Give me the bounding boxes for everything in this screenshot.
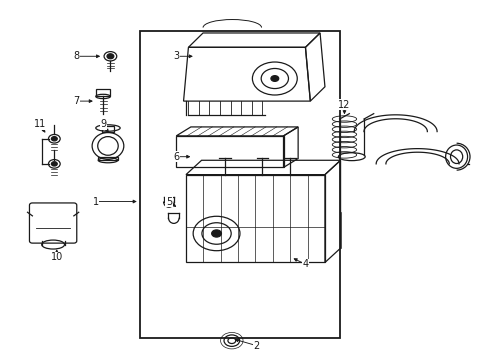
Text: 1: 1 (93, 197, 99, 207)
Text: 4: 4 (302, 259, 308, 269)
Text: 6: 6 (173, 152, 179, 162)
Circle shape (270, 76, 278, 81)
Text: 8: 8 (73, 51, 79, 61)
Text: 9: 9 (100, 120, 106, 129)
Text: 10: 10 (51, 252, 63, 262)
Text: 5: 5 (165, 197, 172, 207)
Text: 7: 7 (73, 96, 79, 106)
Text: 11: 11 (34, 120, 46, 129)
Text: 12: 12 (338, 100, 350, 110)
Circle shape (107, 54, 114, 59)
Bar (140, 31, 339, 338)
Text: 2: 2 (253, 341, 259, 351)
Circle shape (51, 136, 57, 141)
Circle shape (211, 230, 221, 237)
Circle shape (51, 162, 57, 166)
Text: 3: 3 (173, 51, 179, 61)
